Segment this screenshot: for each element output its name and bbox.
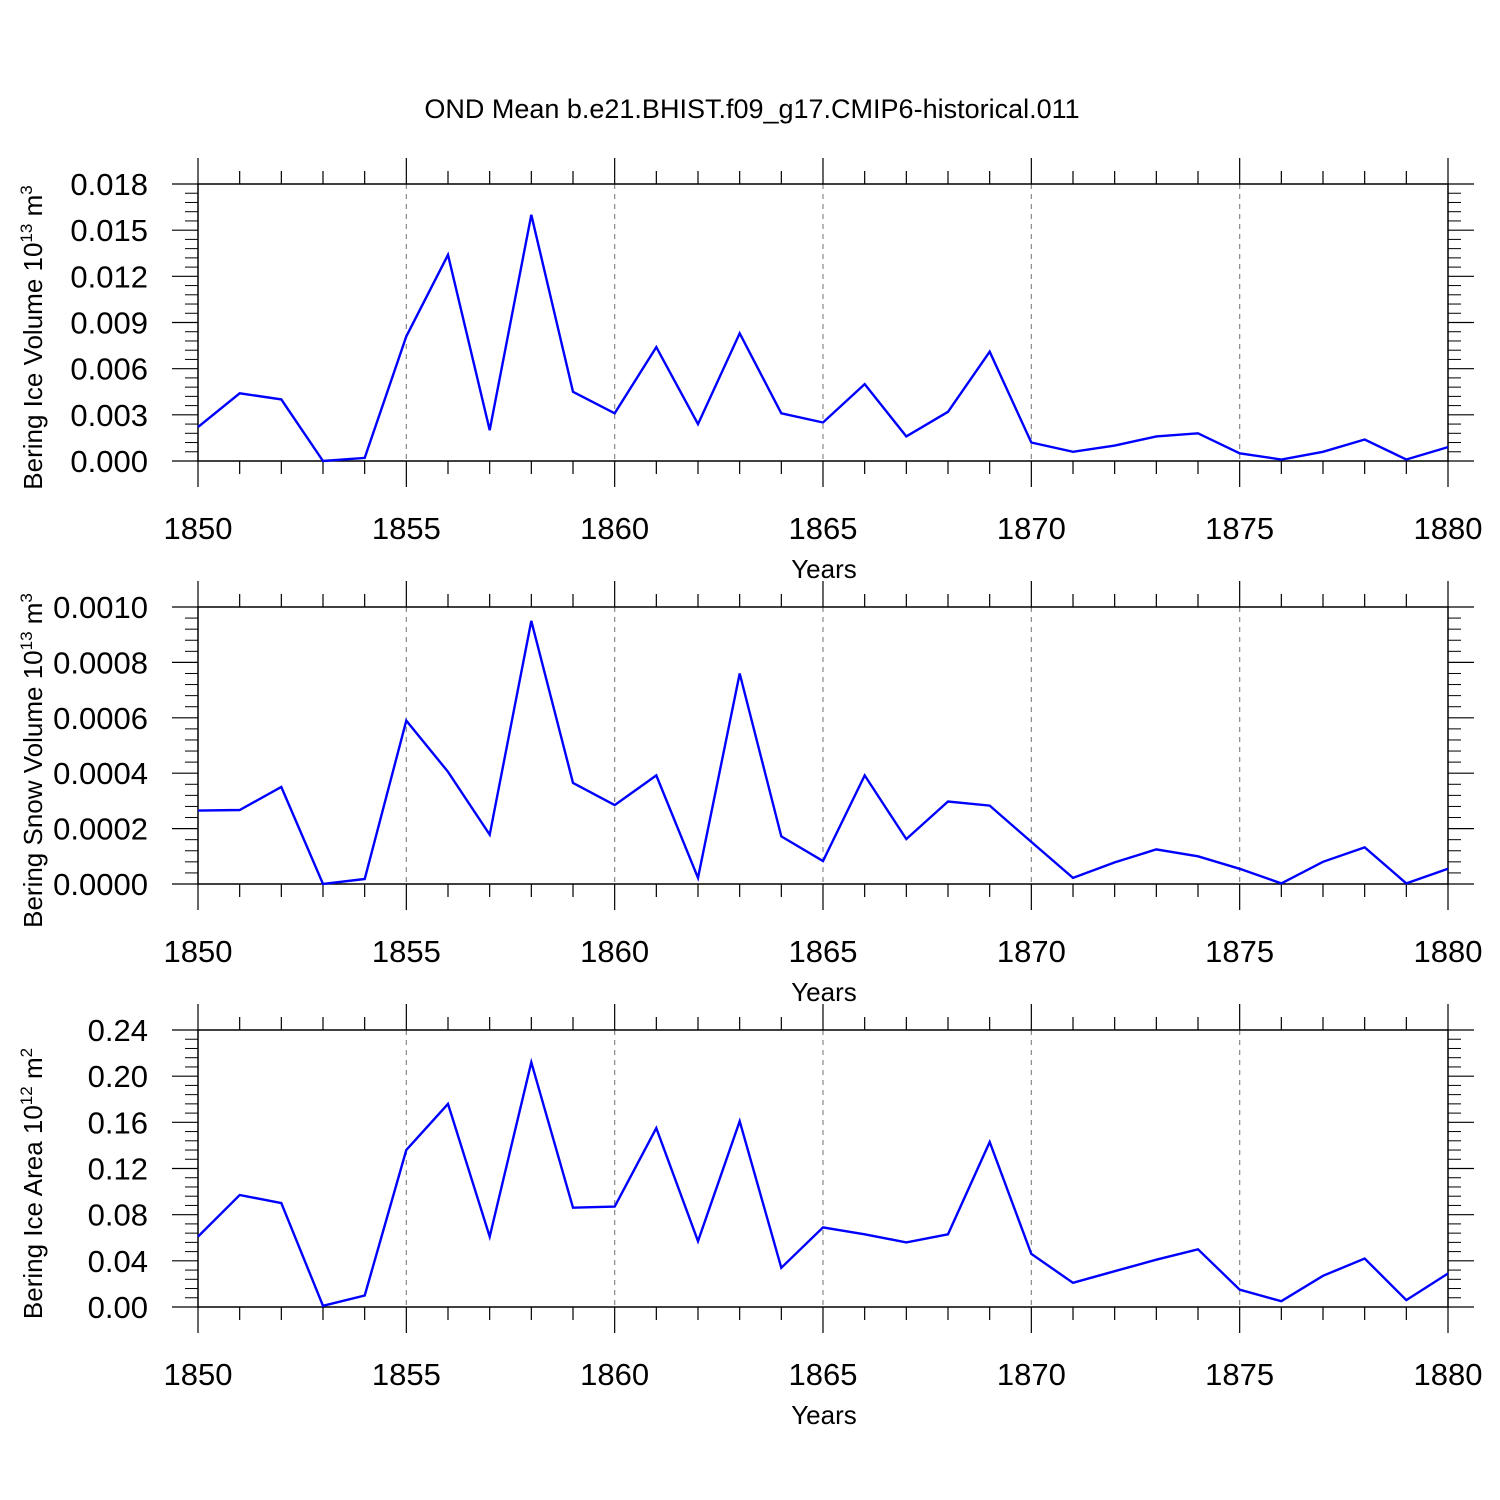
x-tick-label: 1875 (1205, 934, 1274, 969)
y-tick-label: 0.12 (88, 1152, 148, 1187)
y-axis-title-unit-exponent: 2 (17, 1048, 36, 1057)
x-tick-label: 1880 (1414, 511, 1483, 546)
y-tick-label: 0.20 (88, 1059, 148, 1094)
y-tick-label: 0.012 (70, 259, 148, 294)
x-tick-label: 1860 (580, 1357, 649, 1392)
y-tick-label: 0.009 (70, 306, 148, 341)
x-tick-label: 1870 (997, 934, 1066, 969)
y-tick-label: 0.0000 (53, 867, 148, 902)
x-tick-label: 1875 (1205, 1357, 1274, 1392)
x-tick-label: 1855 (372, 511, 441, 546)
y-axis-title-unit: m (18, 195, 48, 224)
x-axis-title: Years (791, 554, 857, 584)
x-tick-label: 1870 (997, 1357, 1066, 1392)
y-tick-label: 0.04 (88, 1244, 148, 1279)
y-axis-title: Bering Snow Volume 1013 m3 (17, 593, 48, 928)
y-tick-label: 0.0002 (53, 812, 148, 847)
y-axis-title: Bering Ice Area 1012 m2 (17, 1048, 48, 1319)
x-tick-label: 1865 (789, 934, 858, 969)
y-axis-title-unit: m (18, 603, 48, 632)
y-tick-label: 0.0010 (53, 590, 148, 625)
y-tick-label: 0.08 (88, 1198, 148, 1233)
y-tick-label: 0.00 (88, 1290, 148, 1325)
y-axis-title-exponent: 12 (17, 1086, 36, 1105)
y-axis-title-text: Bering Ice Area 10 (18, 1105, 48, 1319)
y-tick-label: 0.0006 (53, 701, 148, 736)
x-tick-label: 1860 (580, 511, 649, 546)
series-line (197, 214, 1449, 463)
series-line (197, 1057, 1449, 1308)
y-tick-label: 0.018 (70, 167, 148, 202)
panel-2: 0.0000 0.0002 0.0004 0.0006 0.0008 0.0010 1850… (17, 581, 1482, 1007)
y-tick-label: 0.16 (88, 1105, 148, 1140)
x-tick-label: 1865 (789, 1357, 858, 1392)
x-tick-label: 1850 (164, 511, 233, 546)
y-axis-title: Bering Ice Volume 1013 m3 (17, 185, 48, 489)
x-tick-label: 1850 (164, 934, 233, 969)
x-tick-label: 1865 (789, 511, 858, 546)
x-tick-label: 1870 (997, 511, 1066, 546)
x-tick-label: 1850 (164, 1357, 233, 1392)
x-tick-label: 1855 (372, 1357, 441, 1392)
panel-3: 0.00 0.04 0.08 0.12 0.16 0.20 0.24 1850 1855 1860… (17, 1004, 1482, 1430)
x-tick-label: 1875 (1205, 511, 1274, 546)
x-axis-title: Years (791, 1400, 857, 1430)
y-axis-title-unit: m (18, 1057, 48, 1086)
y-tick-label: 0.003 (70, 398, 148, 433)
y-tick-label: 0.000 (70, 444, 148, 479)
panel-1: 0.000 0.003 0.006 0.009 0.012 0.015 0.018 1850 1… (17, 158, 1482, 584)
y-axis-title-unit-exponent: 3 (17, 185, 36, 194)
y-tick-label: 0.0004 (53, 756, 148, 791)
y-tick-label: 0.006 (70, 352, 148, 387)
y-axis-title-text: Bering Ice Volume 10 (18, 243, 48, 490)
y-tick-label: 0.24 (88, 1013, 148, 1048)
x-axis-title: Years (791, 977, 857, 1007)
x-tick-label: 1880 (1414, 1357, 1483, 1392)
chart-title: OND Mean b.e21.BHIST.f09_g17.CMIP6-histo… (424, 94, 1079, 124)
x-tick-label: 1855 (372, 934, 441, 969)
x-tick-label: 1880 (1414, 934, 1483, 969)
y-axis-title-exponent: 13 (17, 631, 36, 650)
y-axis-title-unit-exponent: 3 (17, 593, 36, 602)
y-tick-label: 0.015 (70, 213, 148, 248)
y-axis-title-exponent: 13 (17, 224, 36, 243)
x-tick-label: 1860 (580, 934, 649, 969)
y-axis-title-text: Bering Snow Volume 10 (18, 650, 48, 928)
y-tick-label: 0.0008 (53, 645, 148, 680)
